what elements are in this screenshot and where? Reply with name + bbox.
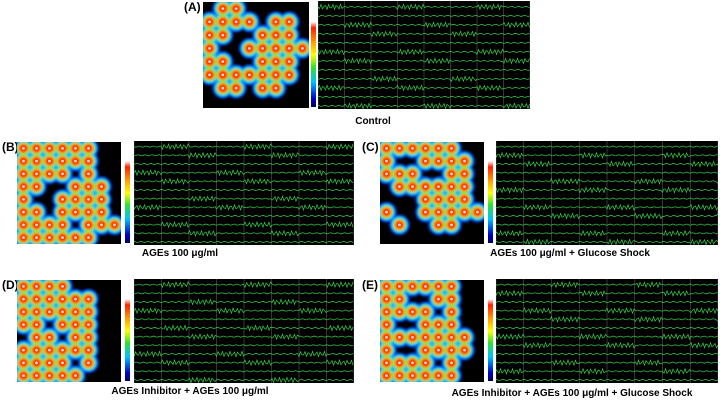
activity-heatmap [203,2,309,108]
color-scale-bar [125,143,130,243]
panel-letter: (C) [362,140,379,154]
panel-caption: AGEs 100 μg/ml [141,248,219,259]
panel-caption: AGEs Inhibitor + AGEs 100 μg/ml [111,386,269,397]
color-scale-bar [311,3,316,107]
panel-caption: AGEs 100 μg/ml + Glucose Shock [490,248,650,259]
activity-heatmap [380,280,484,382]
activity-heatmap [17,280,121,382]
electrode-traces [134,141,354,245]
color-scale-bar [125,281,130,381]
panel-caption: Control [355,116,391,127]
panel-letter: (A) [184,0,201,14]
color-scale-bar [488,143,493,243]
activity-heatmap [380,142,484,244]
electrode-traces [496,279,718,383]
panel-letter: (B) [2,140,19,154]
electrode-traces [134,279,354,383]
electrode-traces [496,141,718,245]
electrode-traces [318,1,530,109]
panel-letter: (E) [362,278,378,292]
panel-caption: AGEs Inhibitor + AGEs 100 μg/ml + Glucos… [451,388,693,399]
color-scale-bar [488,281,493,381]
panel-letter: (D) [2,278,19,292]
activity-heatmap [17,142,121,244]
